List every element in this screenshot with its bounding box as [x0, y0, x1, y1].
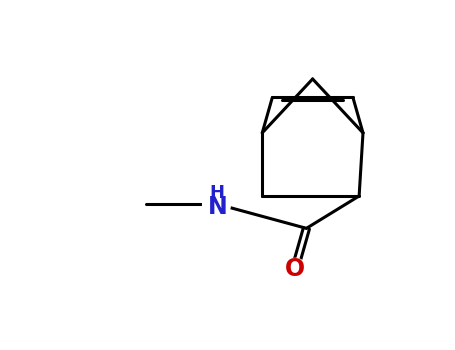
Text: O: O: [285, 257, 305, 281]
Text: H: H: [210, 184, 225, 202]
Text: N: N: [207, 195, 227, 219]
